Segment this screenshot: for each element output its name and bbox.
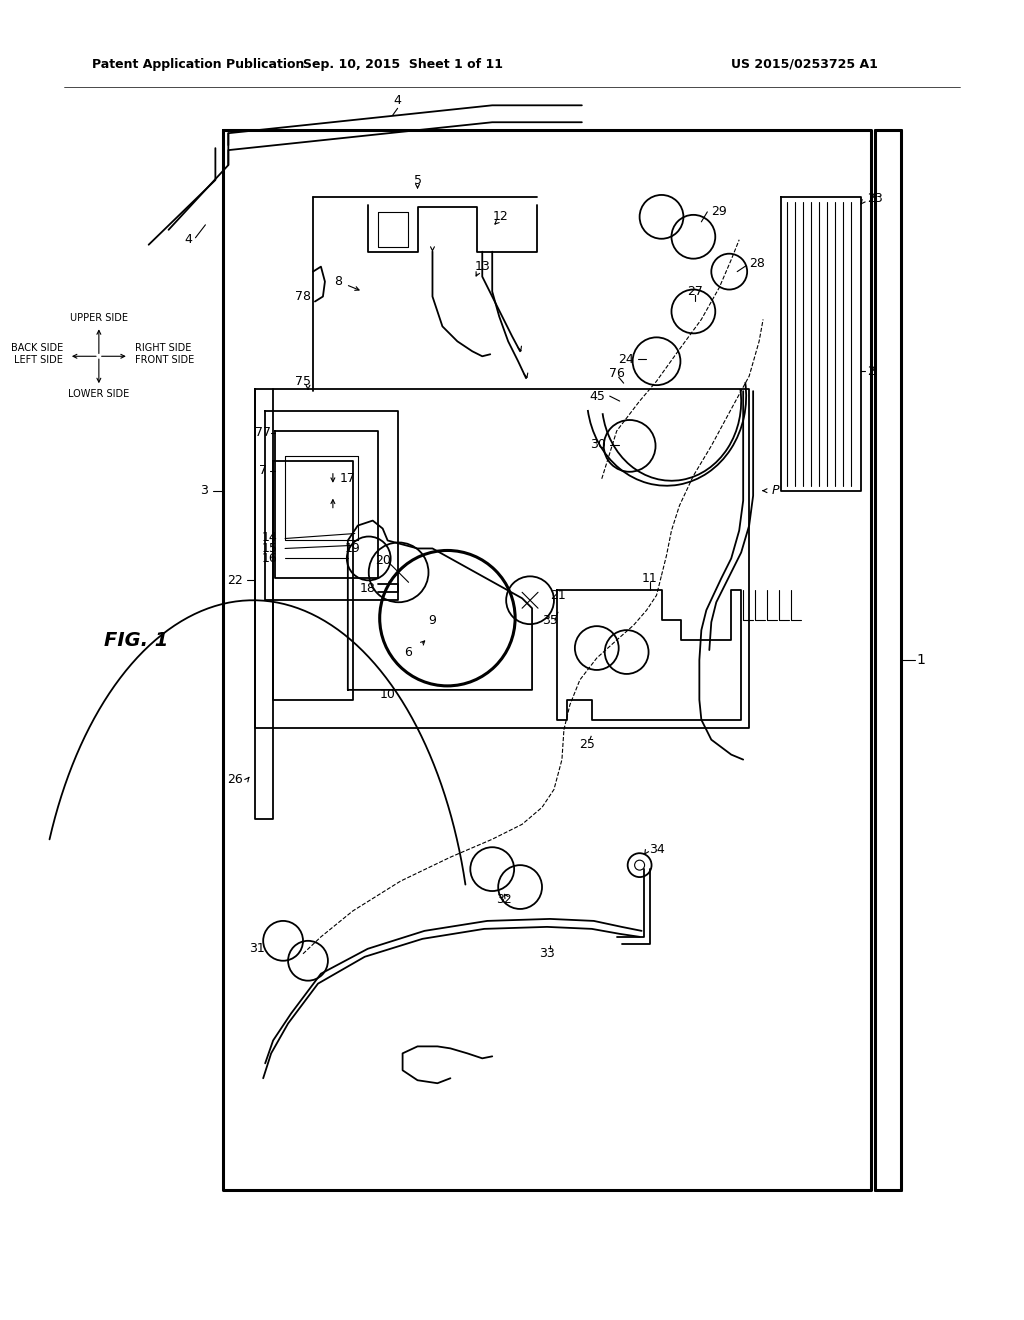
Text: 4: 4 [184, 234, 193, 247]
Text: 77: 77 [255, 426, 271, 440]
Text: 75: 75 [295, 375, 311, 388]
Text: 30: 30 [590, 438, 606, 451]
Text: LOWER SIDE: LOWER SIDE [69, 389, 129, 399]
Text: US 2015/0253725 A1: US 2015/0253725 A1 [731, 58, 879, 71]
Text: 2: 2 [866, 364, 874, 378]
Text: LEFT SIDE: LEFT SIDE [14, 355, 63, 366]
Text: 27: 27 [687, 285, 703, 298]
Text: 76: 76 [608, 367, 625, 380]
Text: 10: 10 [380, 688, 395, 701]
Text: 5: 5 [414, 173, 422, 186]
Text: P: P [771, 484, 779, 498]
Text: 1: 1 [916, 653, 925, 667]
Text: 17: 17 [340, 473, 355, 486]
Text: 16: 16 [261, 552, 278, 565]
Text: 45: 45 [590, 389, 606, 403]
Text: 12: 12 [493, 210, 508, 223]
Text: 14: 14 [261, 531, 278, 544]
Text: 23: 23 [866, 193, 883, 206]
Text: 20: 20 [375, 554, 390, 566]
Text: 8: 8 [334, 275, 342, 288]
Text: RIGHT SIDE: RIGHT SIDE [135, 343, 191, 354]
Text: 22: 22 [227, 574, 244, 587]
Text: 29: 29 [712, 206, 727, 218]
Text: UPPER SIDE: UPPER SIDE [70, 313, 128, 323]
Text: 33: 33 [539, 948, 555, 960]
Text: 78: 78 [295, 290, 311, 304]
Text: 3: 3 [201, 484, 209, 498]
Text: 7: 7 [259, 465, 267, 478]
Text: 13: 13 [474, 260, 490, 273]
Text: BACK SIDE: BACK SIDE [11, 343, 63, 354]
Text: 21: 21 [550, 589, 565, 602]
Text: 15: 15 [261, 543, 278, 554]
Text: 34: 34 [649, 842, 666, 855]
Text: 24: 24 [617, 352, 634, 366]
Text: 35: 35 [542, 614, 558, 627]
Text: 26: 26 [227, 774, 244, 785]
Text: 9: 9 [428, 614, 436, 627]
Text: 11: 11 [642, 572, 657, 585]
Text: Patent Application Publication: Patent Application Publication [92, 58, 304, 71]
Text: Sep. 10, 2015  Sheet 1 of 11: Sep. 10, 2015 Sheet 1 of 11 [303, 58, 503, 71]
Text: FIG. 1: FIG. 1 [103, 631, 168, 649]
Text: 25: 25 [579, 738, 595, 751]
Text: 4: 4 [393, 94, 401, 107]
Text: 31: 31 [250, 942, 265, 956]
Text: 6: 6 [403, 645, 412, 659]
Text: 18: 18 [359, 582, 376, 595]
Text: 19: 19 [345, 543, 360, 554]
Text: 28: 28 [750, 257, 765, 271]
Text: 32: 32 [497, 892, 512, 906]
Text: FRONT SIDE: FRONT SIDE [135, 355, 194, 366]
